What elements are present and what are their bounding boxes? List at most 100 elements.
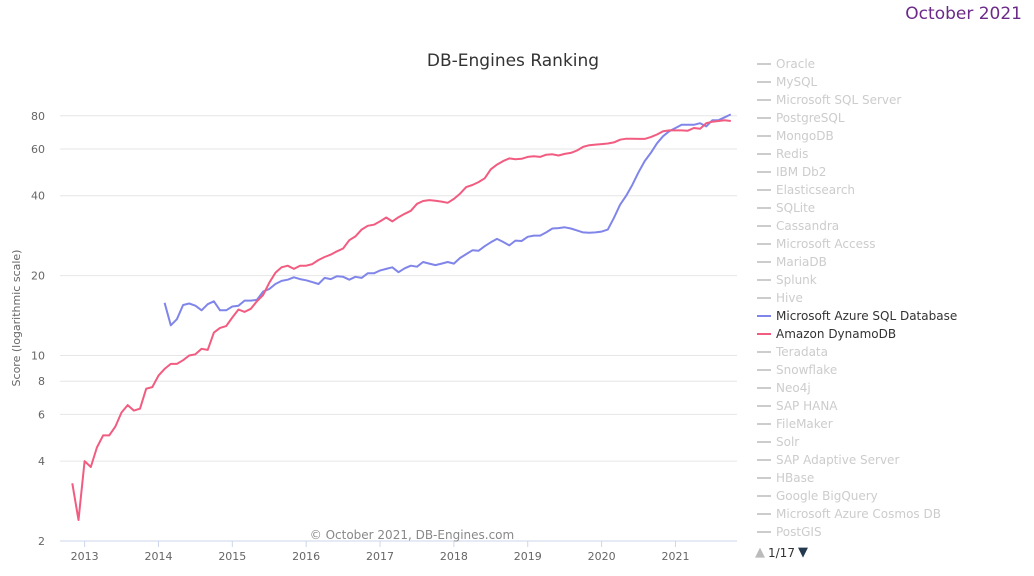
legend-swatch xyxy=(757,477,771,479)
x-tick-label: 2016 xyxy=(292,550,320,563)
legend-swatch xyxy=(757,441,771,443)
legend-label: MariaDB xyxy=(776,255,827,269)
legend-swatch xyxy=(757,297,771,299)
legend-label: Hive xyxy=(776,291,803,305)
x-tick-label: 2021 xyxy=(661,550,689,563)
legend-swatch xyxy=(757,531,771,533)
legend-item-google-bigquery[interactable]: Google BigQuery xyxy=(757,487,1027,505)
legend-swatch xyxy=(757,405,771,407)
y-tick-label: 40 xyxy=(31,190,45,203)
series-line-microsoft-azure-sql-database[interactable] xyxy=(163,113,732,327)
x-tick-label: 2013 xyxy=(71,550,99,563)
grid xyxy=(60,115,737,542)
legend-item-hbase[interactable]: HBase xyxy=(757,469,1027,487)
y-tick-label: 2 xyxy=(38,535,45,548)
legend-item-filemaker[interactable]: FileMaker xyxy=(757,415,1027,433)
legend-swatch xyxy=(757,333,771,335)
legend-label: Redis xyxy=(776,147,809,161)
legend-label: SAP Adaptive Server xyxy=(776,453,900,467)
legend-label: Neo4j xyxy=(776,381,811,395)
legend-swatch xyxy=(757,351,771,353)
legend-label: Elasticsearch xyxy=(776,183,856,197)
legend-swatch xyxy=(757,117,771,119)
legend-page-indicator: 1/17 xyxy=(768,545,795,560)
legend-label: Amazon DynamoDB xyxy=(776,327,897,341)
legend-item-solr[interactable]: Solr xyxy=(757,433,1027,451)
legend-swatch xyxy=(757,153,771,155)
legend-swatch xyxy=(757,243,771,245)
legend-item-sap-hana[interactable]: SAP HANA xyxy=(757,397,1027,415)
legend-item-oracle[interactable]: Oracle xyxy=(757,55,1027,73)
legend-item-splunk[interactable]: Splunk xyxy=(757,271,1027,289)
chart-credits[interactable]: © October 2021, DB-Engines.com xyxy=(310,528,514,542)
legend-swatch xyxy=(757,495,771,497)
triangle-down-icon[interactable]: ▼ xyxy=(797,545,808,560)
legend-label: Microsoft Access xyxy=(776,237,876,251)
legend-item-postgresql[interactable]: PostgreSQL xyxy=(757,109,1027,127)
legend-item-microsoft-access[interactable]: Microsoft Access xyxy=(757,235,1027,253)
legend-label: PostGIS xyxy=(776,525,822,539)
x-tick-label: 2020 xyxy=(588,550,616,563)
legend-item-sqlite[interactable]: SQLite xyxy=(757,199,1027,217)
legend-swatch xyxy=(757,369,771,371)
triangle-up-icon[interactable]: ▲ xyxy=(755,545,765,560)
legend-label: Cassandra xyxy=(776,219,840,233)
legend-item-snowflake[interactable]: Snowflake xyxy=(757,361,1027,379)
legend-swatch xyxy=(757,459,771,461)
legend-navigation: ▲ 1/17 ▼ xyxy=(755,545,808,560)
legend-swatch xyxy=(757,171,771,173)
legend-item-postgis[interactable]: PostGIS xyxy=(757,523,1027,541)
legend-item-microsoft-sql-server[interactable]: Microsoft SQL Server xyxy=(757,91,1027,109)
y-tick-label: 10 xyxy=(31,349,45,362)
legend-label: Teradata xyxy=(776,345,828,359)
legend-swatch xyxy=(757,261,771,263)
legend-label: Google BigQuery xyxy=(776,489,878,503)
chart-title: DB-Engines Ranking xyxy=(427,51,599,71)
legend-label: Microsoft SQL Server xyxy=(776,93,902,107)
legend-swatch xyxy=(757,135,771,137)
legend-label: Oracle xyxy=(776,57,816,71)
legend-item-ibm-db2[interactable]: IBM Db2 xyxy=(757,163,1027,181)
legend-label: Splunk xyxy=(776,273,817,287)
legend: Oracle MySQL Microsoft SQL Server PostgreSQ… xyxy=(757,55,1027,541)
legend-label: MongoDB xyxy=(776,129,834,143)
x-tick-label: 2015 xyxy=(218,550,246,563)
legend-item-mongodb[interactable]: MongoDB xyxy=(757,127,1027,145)
legend-label: PostgreSQL xyxy=(776,111,845,125)
x-tick-label: 2017 xyxy=(366,550,394,563)
y-tick-label: 80 xyxy=(31,110,45,123)
y-tick-label: 8 xyxy=(38,375,45,388)
legend-swatch xyxy=(757,279,771,281)
legend-item-microsoft-azure-sql-database[interactable]: Microsoft Azure SQL Database xyxy=(757,307,1027,325)
x-tick-label: 2019 xyxy=(514,550,542,563)
legend-item-cassandra[interactable]: Cassandra xyxy=(757,217,1027,235)
legend-item-teradata[interactable]: Teradata xyxy=(757,343,1027,361)
legend-swatch xyxy=(757,513,771,515)
legend-label: Microsoft Azure SQL Database xyxy=(776,309,958,323)
legend-item-redis[interactable]: Redis xyxy=(757,145,1027,163)
legend-label: SQLite xyxy=(776,201,816,215)
legend-item-sap-adaptive-server[interactable]: SAP Adaptive Server xyxy=(757,451,1027,469)
legend-label: SAP HANA xyxy=(776,399,838,413)
x-tick-label: 2018 xyxy=(440,550,468,563)
legend-item-neo4j[interactable]: Neo4j xyxy=(757,379,1027,397)
legend-item-mariadb[interactable]: MariaDB xyxy=(757,253,1027,271)
legend-label: FileMaker xyxy=(776,417,833,431)
series-line-amazon-dynamodb[interactable] xyxy=(71,119,731,521)
legend-label: IBM Db2 xyxy=(776,165,827,179)
legend-label: HBase xyxy=(776,471,815,485)
legend-swatch xyxy=(757,189,771,191)
legend-item-amazon-dynamodb[interactable]: Amazon DynamoDB xyxy=(757,325,1027,343)
legend-item-elasticsearch[interactable]: Elasticsearch xyxy=(757,181,1027,199)
y-tick-label: 20 xyxy=(31,270,45,283)
legend-swatch xyxy=(757,423,771,425)
series-lines xyxy=(71,113,732,521)
legend-swatch xyxy=(757,63,771,65)
legend-label: Solr xyxy=(776,435,800,449)
y-tick-label: 4 xyxy=(38,455,45,468)
legend-item-microsoft-azure-cosmos-db[interactable]: Microsoft Azure Cosmos DB xyxy=(757,505,1027,523)
legend-label: MySQL xyxy=(776,75,818,89)
legend-item-mysql[interactable]: MySQL xyxy=(757,73,1027,91)
legend-item-hive[interactable]: Hive xyxy=(757,289,1027,307)
y-axis-label: Score (logarithmic scale) xyxy=(10,250,23,387)
